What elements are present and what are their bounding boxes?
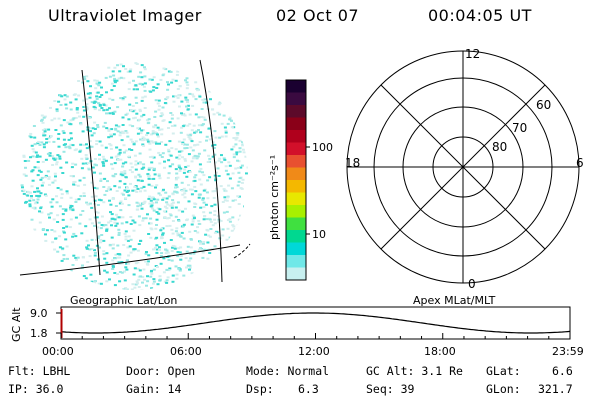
seq-info: Seq: 39 — [366, 382, 415, 396]
altitude-curve — [60, 312, 571, 334]
color-bar-cell — [286, 167, 306, 181]
gain-info: Gain: 14 — [126, 382, 182, 396]
alt-label-1-8: 1.8 — [30, 327, 48, 340]
mlat-label-60: 60 — [536, 98, 551, 112]
altitude-plot: 9.0 1.8 GC Alt — [10, 306, 571, 342]
latitude-line — [19, 244, 241, 276]
instrument-title: Ultraviolet Imager — [48, 6, 202, 25]
glat-label: GLat: — [486, 364, 521, 378]
color-bar-cell — [286, 217, 306, 231]
mlt-label-12: 12 — [465, 47, 480, 61]
color-bar-cell — [286, 155, 306, 168]
door-info: Door: Open — [126, 364, 196, 378]
auroral-image — [19, 59, 251, 290]
observation-date: 02 Oct 07 — [276, 6, 360, 25]
gc-alt-info: GC Alt: 3.1 Re — [366, 364, 463, 378]
polar-grid — [346, 50, 580, 284]
glat-value: 6.6 — [552, 364, 573, 378]
color-bar-label-10: 10 — [312, 228, 326, 241]
mlat-label-80: 80 — [492, 140, 507, 154]
observation-time: 00:04:05 UT — [428, 6, 532, 25]
color-bar-cell — [286, 205, 306, 218]
color-bar-cell — [286, 230, 306, 243]
color-bar-cell — [286, 117, 306, 131]
longitude-line-west — [81, 69, 101, 276]
time-label-00-00: 00:00 — [42, 345, 74, 358]
mlat-label-70: 70 — [512, 121, 527, 135]
polar-labels: 12 0 18 6 60 70 80 — [345, 47, 584, 291]
glon-label: GLon: — [486, 382, 521, 396]
glon-value: 321.7 — [538, 382, 573, 396]
alt-label-9: 9.0 — [30, 307, 48, 320]
geographic-grid-label: Geographic Lat/Lon — [70, 294, 177, 307]
color-bar-cell — [286, 105, 306, 118]
mlt-label-6: 6 — [576, 156, 584, 170]
mode-info: Mode: Normal — [246, 364, 330, 378]
polar-diagonal-b — [380, 84, 546, 250]
longitude-line-east — [199, 59, 223, 283]
dsp-label: Dsp: — [246, 382, 274, 396]
color-bar: 100 10 photon cm⁻²s⁻¹ — [268, 79, 333, 281]
color-bar-cell — [286, 192, 306, 206]
color-bar-cell — [286, 180, 306, 193]
mlt-label-0: 0 — [468, 277, 476, 291]
time-label-23-59: 23:59 — [552, 345, 584, 358]
color-bar-cell — [286, 130, 306, 143]
dsp-value: 6.3 — [298, 382, 319, 396]
color-bar-label-100: 100 — [312, 141, 333, 154]
mlt-label-18: 18 — [345, 156, 360, 170]
color-bar-cell — [286, 80, 306, 93]
color-bar-unit-label: photon cm⁻²s⁻¹ — [268, 155, 281, 240]
time-label-06-00: 06:00 — [170, 345, 202, 358]
filter-info: Flt: LBHL — [8, 364, 71, 378]
color-bar-cell — [286, 142, 306, 156]
color-bar-cell — [286, 92, 306, 106]
alt-axis-label: GC Alt — [10, 307, 23, 342]
color-bar-cell — [286, 267, 306, 281]
terminator-line — [233, 243, 251, 259]
apex-grid-label: Apex MLat/MLT — [413, 294, 496, 307]
time-label-12-00: 12:00 — [298, 345, 330, 358]
color-bar-cell — [286, 255, 306, 268]
color-bar-frame — [285, 79, 307, 281]
color-bar-cell — [286, 242, 306, 256]
time-label-18-00: 18:00 — [424, 345, 456, 358]
ip-info: IP: 36.0 — [8, 382, 64, 396]
